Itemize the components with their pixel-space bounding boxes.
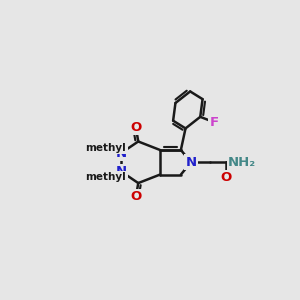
Text: F: F [210,116,219,129]
Text: O: O [220,171,232,184]
Text: methyl: methyl [85,172,126,182]
Text: O: O [130,190,142,203]
Text: methyl: methyl [85,143,126,153]
Text: N: N [116,146,127,160]
Text: N: N [185,156,197,169]
Text: N: N [116,165,127,178]
Text: O: O [130,121,142,134]
Text: NH₂: NH₂ [228,156,256,169]
